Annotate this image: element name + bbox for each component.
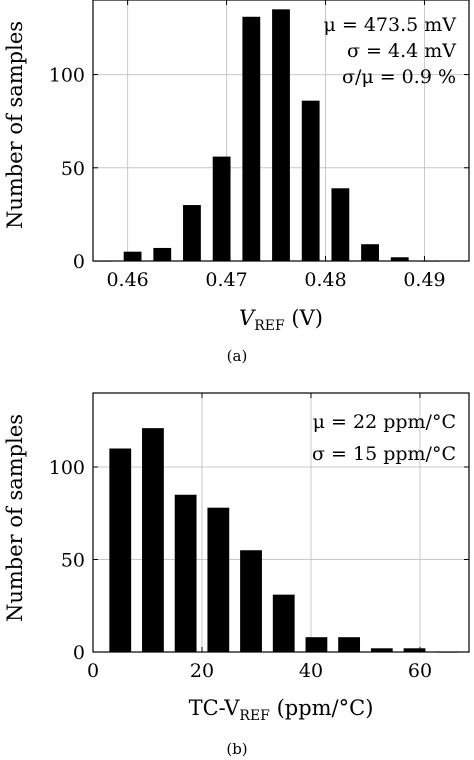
x-axis-label-unit: (V) [285,306,323,330]
y-tick-label: 50 [61,158,85,180]
y-axis-label: Number of samples [3,21,27,229]
bars [93,9,439,262]
x-tick-label: 20 [190,660,214,682]
histogram-bar [212,156,231,261]
x-axis-label-main: TC-V [189,696,241,720]
annotation-sigma: σ = 15 ppm/°C [312,443,456,465]
histogram-bar [240,550,262,652]
x-tick-label: 60 [408,660,432,682]
annotation-sigma: σ = 4.4 mV [347,40,456,62]
x-axis-label-sub: REF [254,318,285,334]
x-axis-label: VREF (V) [239,306,323,334]
annotation-mean: μ = 22 ppm/°C [313,411,456,433]
y-tick-label: 100 [49,457,85,479]
annotation-ratio: σ/μ = 0.9 % [342,66,456,88]
axis-ticks: 0.46 0.47 0.48 0.49 0 50 100 [49,0,469,291]
histogram-bar [301,100,320,262]
plot-frame [92,0,470,262]
histogram-bar [361,244,379,261]
histogram-bar [183,205,201,261]
histogram-bar [142,428,164,652]
caption-a: (a) [227,347,248,365]
histogram-bar [272,594,295,652]
bars [109,428,459,653]
histogram-vref-panel: 0.46 0.47 0.48 0.49 0 50 100 Number of samples… [3,0,470,365]
x-tick-label: 0.48 [304,269,346,291]
histogram-bar [370,648,393,652]
plot-frame [92,392,470,653]
x-tick-label: 0.47 [205,269,247,291]
histogram-bar [123,251,142,261]
x-tick-label: 0 [87,660,99,682]
histogram-bar [242,16,261,262]
histogram-bar [153,247,172,261]
histogram-bar [305,637,328,652]
y-tick-label: 50 [61,550,85,572]
x-tick-label: 40 [299,660,323,682]
histogram-bar [331,188,350,261]
histogram-bar [207,507,230,652]
y-tick-label: 0 [73,251,85,273]
x-axis-label-unit: (ppm/°C) [270,696,374,720]
x-axis-label: TC-VREF (ppm/°C) [189,696,374,724]
x-axis-label-sub: REF [239,708,270,724]
x-axis-label-main: V [239,306,256,330]
histogram-bar [390,257,409,261]
y-axis-label: Number of samples [3,414,27,622]
caption-b: (b) [226,740,247,758]
histogram-bar [272,9,290,262]
axis-ticks: 0 20 40 60 0 50 100 [49,393,469,682]
histogram-bar [403,648,426,652]
y-tick-label: 0 [73,642,85,664]
x-tick-label: 0.46 [106,269,148,291]
histogram-bar [109,448,132,652]
histogram-bar [174,494,197,652]
y-tick-label: 100 [49,65,85,87]
histogram-tc-vref-panel: 0 20 40 60 0 50 100 Number of samples TC-VREF … [3,392,470,758]
histogram-bar [338,637,361,652]
annotation-mean: μ = 473.5 mV [323,14,456,36]
x-tick-label: 0.49 [403,269,445,291]
